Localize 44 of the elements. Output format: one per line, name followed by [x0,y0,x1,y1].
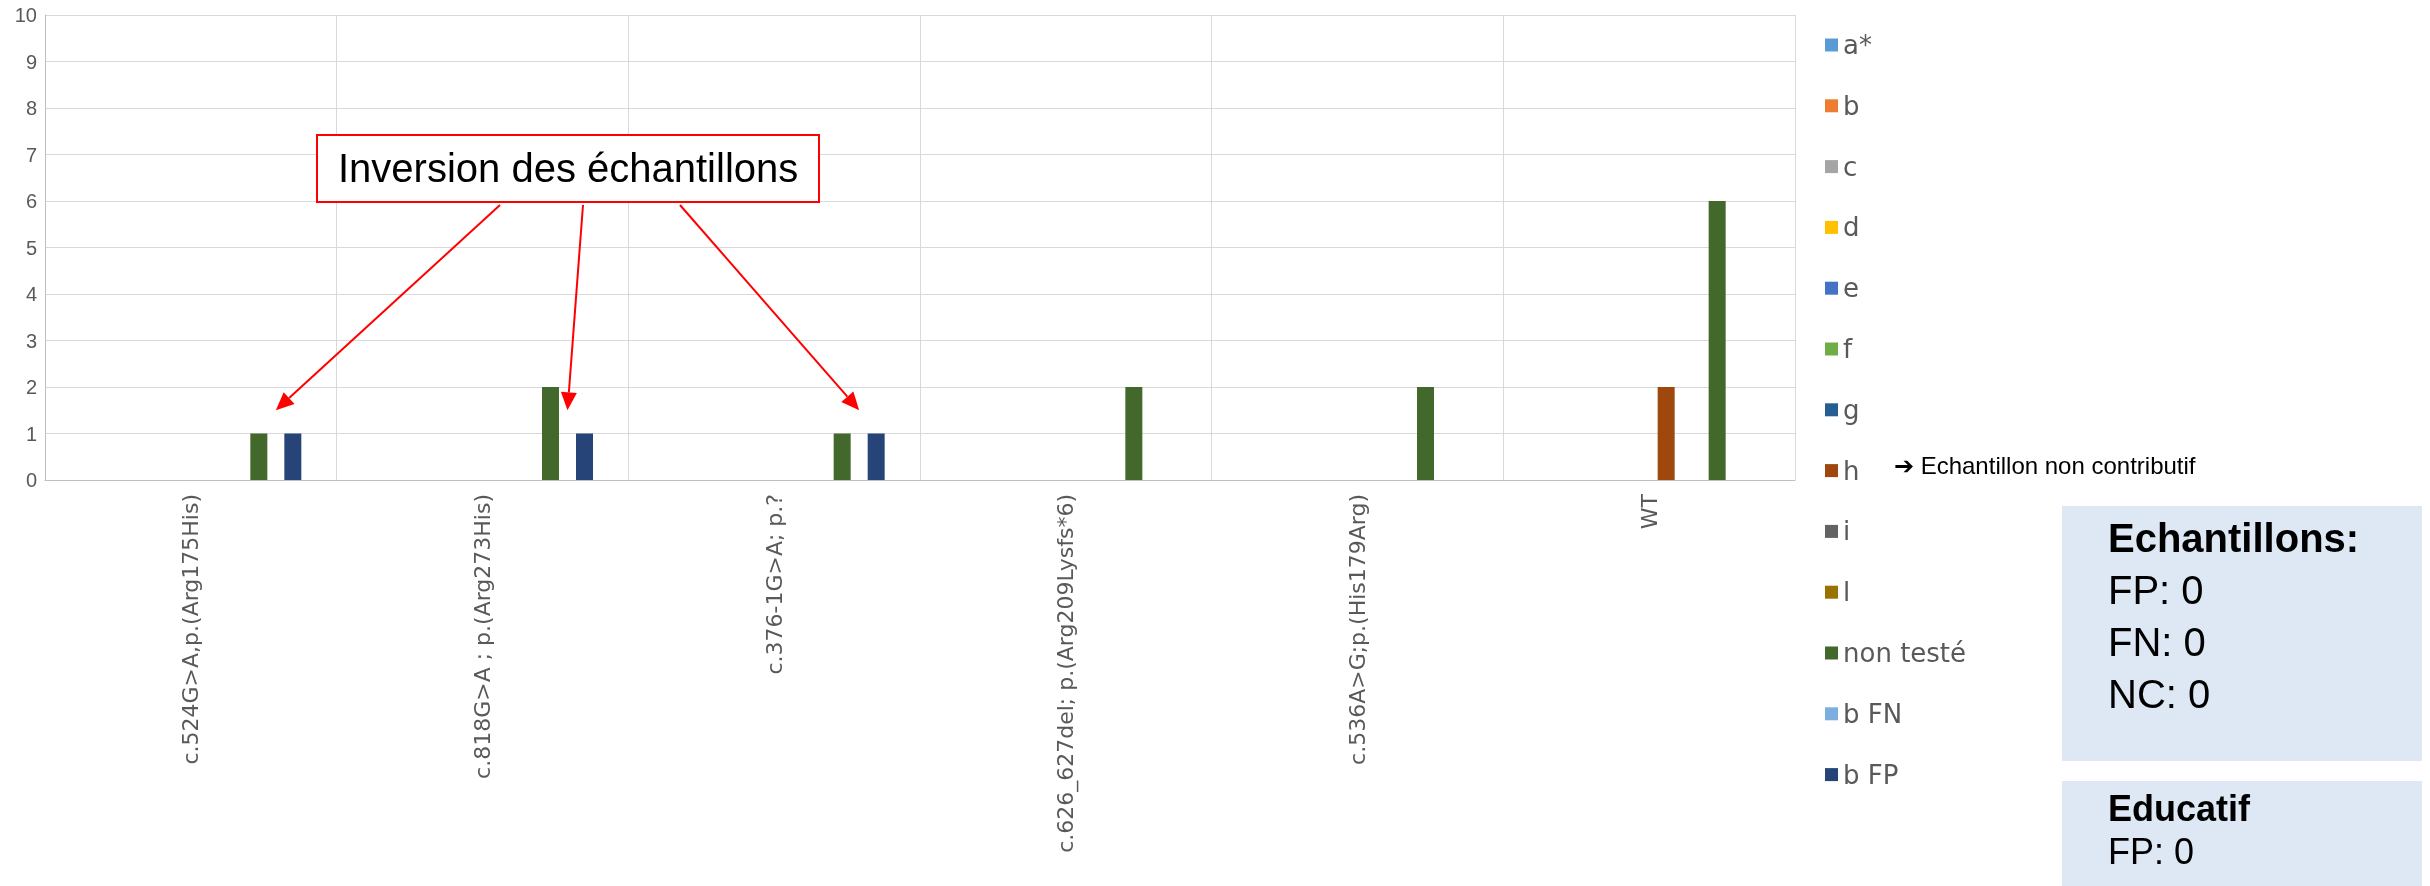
x-tick-label: c.626_627del; p.(Arg209Lysfs*6) [1053,494,1080,853]
bar [1708,201,1726,480]
legend-label: f [1843,334,1853,364]
bar [576,433,593,480]
x-tick-label: c.818G>A ; p.(Arg273His) [470,494,495,779]
y-tick-label: 0 [25,469,37,491]
legend-label: non testé [1843,638,1967,668]
y-tick-label: 10 [14,4,37,26]
legend-label: b FP [1843,759,1899,790]
y-tick-label: 4 [25,283,37,305]
legend-label: c [1843,151,1858,182]
y-tick-label: 8 [25,97,37,119]
text: Echantillons: FP: 0 FN: 0 NC: 0 [2108,515,2361,718]
y-tick-label: 6 [25,190,37,212]
text: ➔ Echantillon non contributif [1894,451,2196,480]
bar [867,433,885,480]
legend-label: e [1843,273,1859,304]
legend-label: l [1843,577,1851,608]
legend-label: b FN [1843,698,1903,729]
bar [1417,387,1434,480]
x-tick-label: c.376-1G>A; p.? [761,494,787,675]
x-tick-label: WT [1636,493,1662,530]
bar [1657,387,1675,480]
bar [542,387,559,480]
y-tick-label: 9 [25,50,37,73]
legend-label: a* [1843,30,1872,60]
legend-label: g [1843,394,1860,425]
bar [284,433,302,480]
x-tick-label: c.524G>A,p.(Arg175His) [178,494,204,765]
annotation: Inversion des échantillons [316,134,821,203]
y-tick-label: 1 [25,422,37,445]
bar [1125,387,1143,480]
y-tick-label: 5 [25,236,37,259]
y-tick-label: 3 [25,329,37,352]
x-tick-label: c.536A>G;p.(His179Arg) [1345,494,1370,765]
bar [833,433,851,480]
legend-label: h [1843,455,1860,486]
legend-label: d [1843,212,1860,243]
bar [250,433,268,480]
y-tick-label: 2 [25,376,37,398]
text: Educatif FP: 0 [2108,787,2251,874]
legend-label: i [1843,516,1851,547]
y-tick-label: 7 [25,143,37,166]
legend-label: b [1843,90,1860,121]
